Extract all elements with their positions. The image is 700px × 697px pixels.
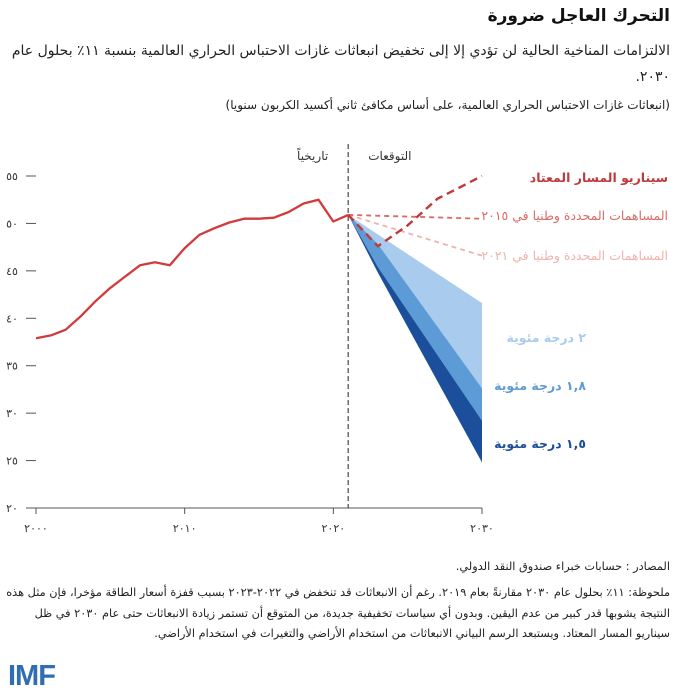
projections-label: التوقعات [368,149,411,164]
series-label-bau: سيناريو المسار المعتاد [530,170,668,185]
x-tick-label: ٢٠١٠ [173,522,197,535]
y-tick-label: ٥٥ [6,170,18,183]
ndc-2015-line [348,214,483,220]
y-tick-label: ٤٠ [6,312,18,325]
band-area [348,214,482,463]
band-label: ١,٨ درجة مئوية [494,378,586,393]
band-label: ١,٥ درجة مئوية [494,436,586,451]
y-tick-label: ٢٥ [6,455,18,468]
series-label-ndc-2021: المساهمات المحددة وطنيا في ٢٠٢١ [481,248,668,264]
bau-line [347,174,483,248]
band-label: ٢ درجة مئوية [507,330,587,345]
source-note: المصادر : حسابات خبراء صندوق النقد الدول… [455,560,670,573]
chart-title: التحرك العاجل ضرورة [487,6,670,26]
y-tick-label: ٣٠ [6,407,18,420]
historical-label: تاريخياً [297,147,328,164]
y-tick-label: ٣٥ [6,360,18,373]
chart-subtitle: الالتزامات المناخية الحالية لن تؤدي إلا … [11,43,670,85]
y-tick-label: ٤٥ [6,265,18,278]
x-tick-label: ٢٠٢٠ [322,522,346,535]
band-area [348,214,482,421]
y-tick-label: ٥٠ [6,217,18,230]
historical-line [35,198,349,340]
footnote: ملحوظة: ١١٪ بحلول عام ٢٠٣٠ مقارنةً بعام … [6,586,670,640]
x-tick-label: ٢٠٠٠ [24,522,48,535]
x-tick-label: ٢٠٣٠ [470,522,494,535]
units-note: (انبعاثات غازات الاحتباس الحراري العالمي… [225,98,670,112]
emissions-chart: ٢٠ ٢٥ ٣٠ ٣٥ ٤٠ ٤٥ ٥٠ ٥٥ ٢٠٠٠ ٢٠١٠ ٢٠٢٠ ٢٠٣٠ تاريخياً… [6,144,668,535]
y-tick-label: ٢٠ [6,502,18,515]
series-label-ndc-2015: المساهمات المحددة وطنيا في ٢٠١٥ [481,208,668,224]
imf-logo: IMF [8,660,56,692]
